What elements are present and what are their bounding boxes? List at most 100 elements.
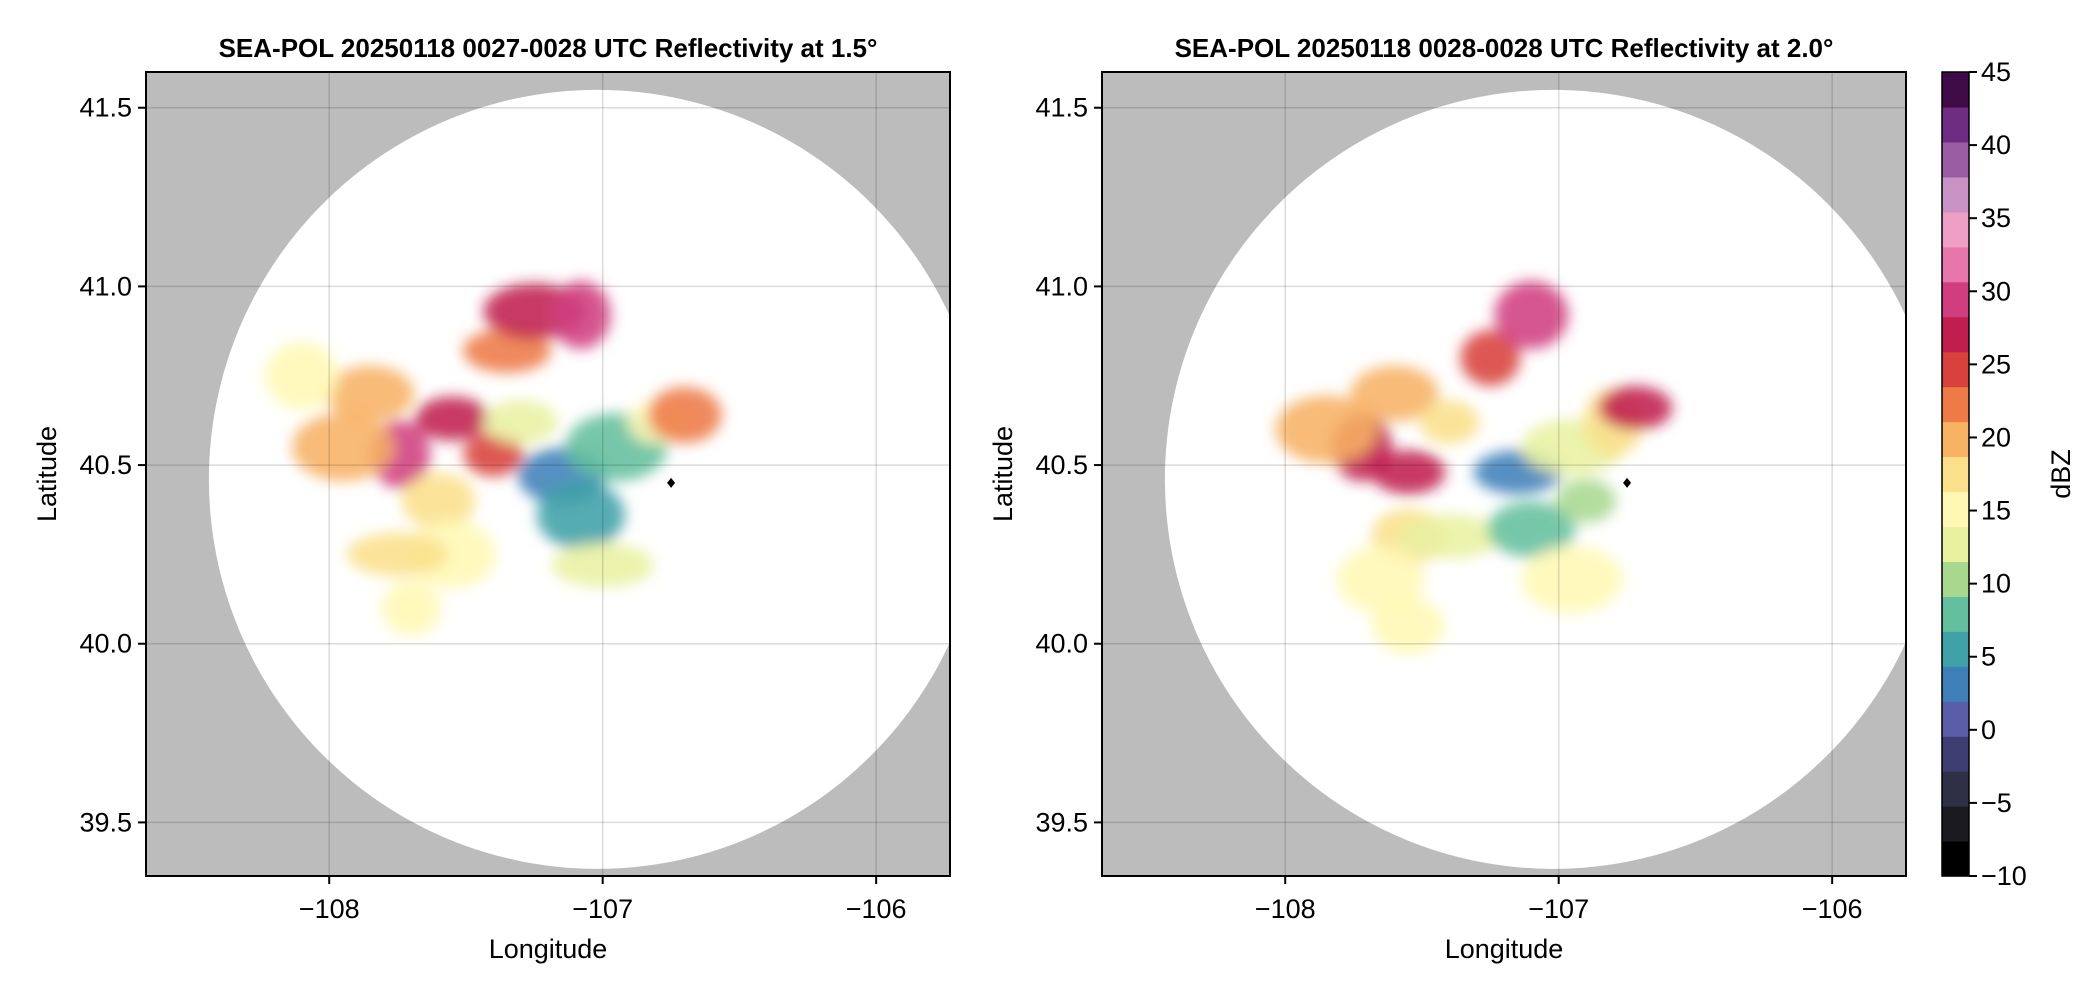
colorbar-band (1942, 491, 1969, 528)
panel-2-x-ticks: −108 −107 −106 (1255, 876, 1863, 924)
echo-cell (647, 387, 722, 444)
echo-cell (462, 328, 551, 373)
colorbar-band (1942, 246, 1969, 283)
echo-cell (1598, 385, 1673, 430)
panel-2-gridlines (1102, 72, 1906, 876)
x-tick-label: −107 (572, 894, 633, 924)
colorbar-band (1942, 176, 1969, 213)
echo-cell (1350, 365, 1439, 422)
y-tick-label: 40.0 (79, 629, 132, 659)
echo-cell (1398, 514, 1501, 559)
echo-cell (1275, 395, 1378, 464)
echo-cell (401, 472, 476, 529)
colorbar-band (1942, 596, 1969, 632)
colorbar-band (1942, 561, 1969, 597)
colorbar-tick-label: 45 (1981, 57, 2011, 87)
colorbar-label: dBZ (2046, 449, 2076, 499)
colorbar-band (1942, 806, 1969, 842)
panel-1: SEA-POL 20250118 0027-0028 UTC Reflectiv… (32, 33, 951, 964)
y-tick-label: 40.5 (79, 450, 132, 480)
colorbar-band (1942, 106, 1969, 143)
panel-1-gridlines (146, 72, 950, 876)
colorbar-tick-label: 25 (1981, 349, 2011, 379)
echo-cell (1494, 280, 1569, 349)
y-tick-label: 40.5 (1035, 450, 1088, 480)
echo-cell (1371, 450, 1446, 495)
colorbar-tick-label: 5 (1981, 642, 1996, 672)
colorbar-band (1942, 211, 1969, 248)
echo-cell (326, 365, 415, 422)
y-tick-label: 39.5 (1035, 807, 1088, 837)
colorbar-band (1942, 421, 1969, 458)
colorbar-band (1942, 631, 1969, 667)
colorbar-band (1942, 316, 1969, 353)
colorbar-band (1942, 72, 1969, 108)
echo-cell (483, 400, 558, 445)
colorbar-tick-label: 10 (1981, 569, 2011, 599)
panel-2-y-axis-label: Latitude (988, 426, 1018, 522)
echo-cell (1487, 501, 1576, 558)
echo-cell (381, 580, 442, 636)
echo-cell (346, 532, 449, 577)
echo-cell (536, 481, 625, 550)
echo-cell (550, 280, 611, 349)
colorbar-band (1942, 456, 1969, 493)
echo-cell (1521, 545, 1624, 614)
colorbar-band (1942, 141, 1969, 178)
y-tick-label: 39.5 (79, 807, 132, 837)
x-tick-label: −108 (1255, 894, 1316, 924)
x-tick-label: −108 (299, 894, 360, 924)
colorbar-tick-label: −10 (1981, 861, 2027, 891)
panel-1-radar-site-marker (667, 477, 676, 488)
echo-cell (264, 341, 339, 410)
colorbar-tick-label: 20 (1981, 422, 2011, 452)
colorbar-tick-label: −5 (1981, 788, 2012, 818)
echo-cell (1460, 329, 1521, 386)
panel-2-x-axis-label: Longitude (1445, 934, 1564, 964)
panel-1-title: SEA-POL 20250118 0027-0028 UTC Reflectiv… (219, 33, 878, 63)
colorbar-band (1942, 771, 1969, 807)
panel-2: SEA-POL 20250118 0028-0028 UTC Reflectiv… (988, 33, 1907, 964)
echo-cell (408, 520, 497, 589)
colorbar-band (1942, 526, 1969, 562)
panel-1-y-axis-label: Latitude (32, 426, 62, 522)
echo-cell (463, 432, 524, 477)
colorbar-band (1942, 841, 1969, 877)
colorbar-tick-label: 15 (1981, 496, 2011, 526)
y-tick-label: 40.0 (1035, 629, 1088, 659)
echo-cell (1419, 400, 1480, 445)
x-tick-label: −106 (1802, 894, 1863, 924)
panel-1-x-ticks: −108 −107 −106 (299, 876, 907, 924)
panel-1-x-axis-label: Longitude (489, 934, 608, 964)
colorbar-band (1942, 666, 1969, 702)
colorbar-ticks: −10 −5 0 5 10 15 20 25 30 35 40 45 (1969, 57, 2027, 891)
panel-1-y-ticks: 39.5 40.0 40.5 41.0 41.5 (79, 93, 146, 837)
colorbar-tick-label: 35 (1981, 203, 2011, 233)
y-tick-label: 41.5 (1035, 93, 1088, 123)
echo-cell (1371, 597, 1446, 654)
x-tick-label: −107 (1528, 894, 1589, 924)
colorbar-tick-label: 30 (1981, 276, 2011, 306)
panel-2-frame (1101, 71, 1907, 877)
y-tick-label: 41.0 (79, 271, 132, 301)
colorbar-band (1942, 701, 1969, 737)
echo-cell (1336, 545, 1425, 614)
echo-cell (291, 413, 394, 482)
colorbar-band (1942, 736, 1969, 772)
panel-2-radar-site-marker (1623, 477, 1632, 488)
colorbar: −10 −5 0 5 10 15 20 25 30 35 40 45 dBZ (1941, 57, 2076, 891)
colorbar-band (1942, 351, 1969, 388)
colorbar-tick-label: 40 (1981, 130, 2011, 160)
panel-2-y-ticks: 39.5 40.0 40.5 41.0 41.5 (1035, 93, 1102, 837)
y-tick-label: 41.0 (1035, 271, 1088, 301)
colorbar-band (1942, 386, 1969, 423)
echo-cell (551, 543, 654, 588)
x-tick-label: −106 (846, 894, 907, 924)
panel-1-echo-layer (264, 280, 722, 636)
y-tick-label: 41.5 (79, 93, 132, 123)
colorbar-band (1942, 281, 1969, 318)
colorbar-frame (1941, 71, 1970, 877)
colorbar-bands (1942, 72, 1969, 877)
colorbar-tick-label: 0 (1981, 715, 1996, 745)
